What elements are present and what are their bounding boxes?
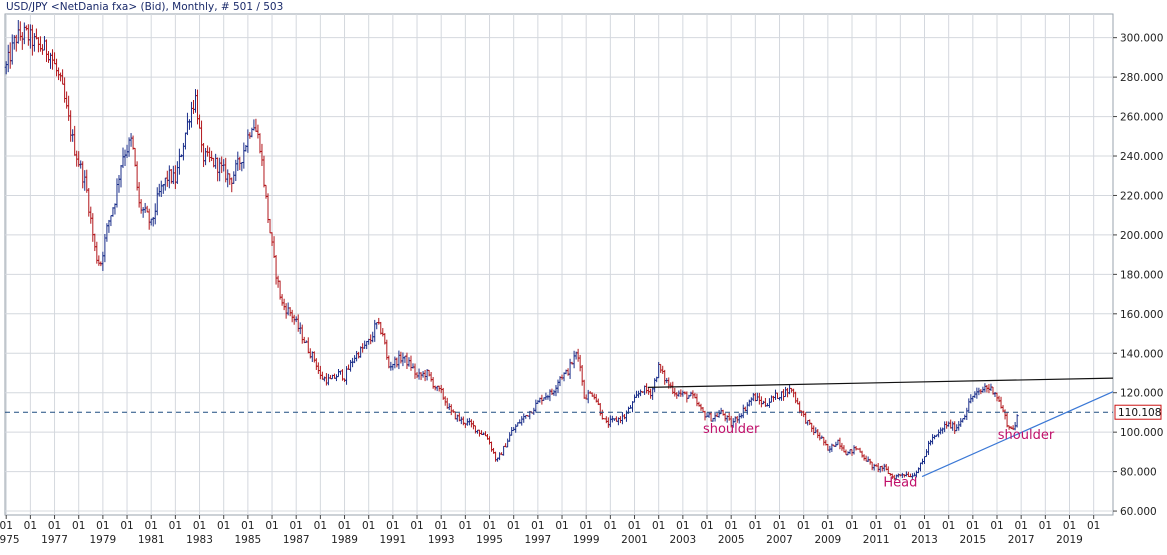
x-tick-label: 01 <box>773 520 786 532</box>
x-year-label: 2019 <box>1056 534 1083 546</box>
x-year-label: 1997 <box>524 534 551 546</box>
x-tick-label: 01 <box>821 520 834 532</box>
x-tick-label: 01 <box>676 520 689 532</box>
x-tick-label: 01 <box>120 520 133 532</box>
x-tick-label: 01 <box>96 520 109 532</box>
x-tick-label: 01 <box>483 520 496 532</box>
x-tick-label: 01 <box>990 520 1003 532</box>
x-tick-label: 01 <box>628 520 641 532</box>
x-tick-label: 01 <box>845 520 858 532</box>
x-tick-label: 01 <box>265 520 278 532</box>
y-tick-label: 140.000 <box>1120 348 1163 360</box>
y-tick-label: 200.000 <box>1120 230 1163 242</box>
x-tick-label: 01 <box>652 520 665 532</box>
y-tick-label: 180.000 <box>1120 269 1163 281</box>
x-year-label: 2009 <box>814 534 841 546</box>
x-tick-label: 01 <box>797 520 810 532</box>
y-tick-label: 300.000 <box>1120 33 1163 45</box>
x-year-label: 1995 <box>476 534 503 546</box>
x-tick-label: 01 <box>459 520 472 532</box>
x-tick-label: 01 <box>966 520 979 532</box>
x-year-label: 1985 <box>234 534 261 546</box>
x-tick-label: 01 <box>241 520 254 532</box>
x-tick-label: 01 <box>531 520 544 532</box>
x-tick-label: 01 <box>942 520 955 532</box>
x-tick-label: 01 <box>1039 520 1052 532</box>
x-tick-label: 01 <box>724 520 737 532</box>
x-year-label: 1987 <box>283 534 310 546</box>
x-year-label: 1983 <box>186 534 213 546</box>
y-tick-label: 120.000 <box>1120 388 1163 400</box>
x-tick-label: 01 <box>48 520 61 532</box>
x-year-label: 2017 <box>1008 534 1035 546</box>
x-tick-label: 01 <box>555 520 568 532</box>
x-tick-label: 01 <box>410 520 423 532</box>
x-year-label: 1999 <box>573 534 600 546</box>
x-tick-label: 01 <box>72 520 85 532</box>
y-tick-label: 160.000 <box>1120 309 1163 321</box>
y-tick-label: 280.000 <box>1120 72 1163 84</box>
x-tick-label: 01 <box>1087 520 1100 532</box>
annotation-shoulder-2: shoulder <box>998 428 1055 443</box>
y-tick-label: 60.000 <box>1120 506 1157 518</box>
x-year-label: 2011 <box>863 534 890 546</box>
annotation-head-1: Head <box>883 475 917 490</box>
x-tick-label: 01 <box>918 520 931 532</box>
plot-area <box>4 13 1114 516</box>
x-tick-label: 01 <box>869 520 882 532</box>
x-tick-label: 01 <box>894 520 907 532</box>
x-tick-label: 01 <box>24 520 37 532</box>
x-year-label: 1989 <box>331 534 358 546</box>
x-tick-label: 01 <box>604 520 617 532</box>
chart-header: USD/JPY <NetDania fxa> (Bid), Monthly, #… <box>6 1 284 13</box>
x-year-label: 2005 <box>718 534 745 546</box>
x-tick-label: 01 <box>338 520 351 532</box>
x-tick-label: 01 <box>0 520 13 532</box>
x-year-label: 2013 <box>911 534 938 546</box>
x-tick-label: 01 <box>507 520 520 532</box>
x-year-label: 1991 <box>379 534 406 546</box>
x-year-label: 2015 <box>959 534 986 546</box>
resistance-trendline <box>647 377 1114 388</box>
x-tick-label: 01 <box>217 520 230 532</box>
x-tick-label: 01 <box>435 520 448 532</box>
y-tick-label: 220.000 <box>1120 190 1163 202</box>
x-tick-label: 01 <box>700 520 713 532</box>
x-tick-label: 01 <box>193 520 206 532</box>
x-year-label: 1977 <box>41 534 68 546</box>
current-price-label: 110.108 <box>1118 407 1161 419</box>
y-tick-label: 260.000 <box>1120 112 1163 124</box>
y-tick-label: 100.000 <box>1120 427 1163 439</box>
x-tick-label: 01 <box>290 520 303 532</box>
x-year-label: 1993 <box>428 534 455 546</box>
current-price-box <box>1114 404 1162 420</box>
x-tick-label: 01 <box>145 520 158 532</box>
y-tick-label: 80.000 <box>1120 467 1157 479</box>
x-tick-label: 01 <box>362 520 375 532</box>
x-tick-label: 01 <box>169 520 182 532</box>
grid-layer: 300.000 280.000 260.000 240.000 220.000 200.0… <box>0 14 1163 546</box>
support-trendline <box>921 391 1114 478</box>
annotation-shoulder-0: shoulder <box>703 422 760 437</box>
x-tick-label: 01 <box>386 520 399 532</box>
x-tick-label: 01 <box>1063 520 1076 532</box>
x-tick-label: 01 <box>579 520 592 532</box>
y-tick-label: 240.000 <box>1120 151 1163 163</box>
ohlc-bars <box>4 19 1019 480</box>
x-tick-label: 01 <box>749 520 762 532</box>
x-year-label: 2003 <box>669 534 696 546</box>
x-year-label: 2001 <box>621 534 648 546</box>
x-tick-label: 01 <box>314 520 327 532</box>
x-year-label: 1979 <box>90 534 117 546</box>
x-tick-label: 01 <box>1014 520 1027 532</box>
x-year-label: 2007 <box>766 534 793 546</box>
x-year-label: 1981 <box>138 534 165 546</box>
